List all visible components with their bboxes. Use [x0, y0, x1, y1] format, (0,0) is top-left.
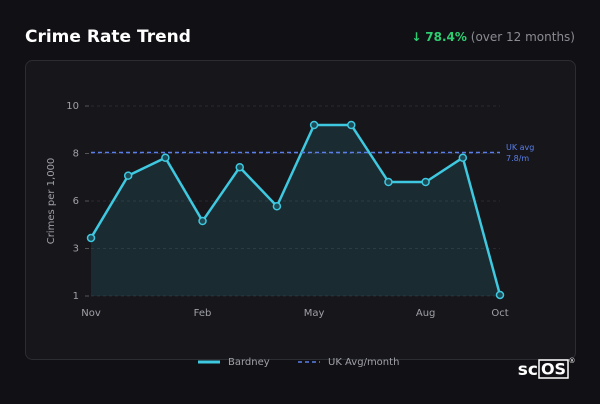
legend-label: Bardney — [228, 357, 270, 368]
point — [235, 162, 244, 172]
y-tick-label: 10 — [66, 101, 79, 112]
x-tick-label: Oct — [491, 308, 508, 319]
change-note: (over 12 months) — [471, 30, 575, 44]
legend-label: UK Avg/month — [328, 357, 399, 368]
y-tick-label: 1 — [73, 291, 79, 302]
y-tick-label: 6 — [73, 196, 79, 207]
point — [384, 177, 393, 187]
x-tick-label: Nov — [81, 308, 101, 319]
point — [198, 216, 207, 226]
y-tick-label: 8 — [73, 149, 79, 160]
point — [86, 233, 96, 243]
watermark-boxed: OS — [541, 360, 566, 379]
point — [347, 120, 356, 130]
y-axis-label: Crimes per 1,000 — [46, 158, 57, 245]
plot: 1 3 6 8 10 Nov Feb May Aug Oct UK avg 7.8/m Bardney U… — [66, 101, 534, 368]
chart-title: Crime Rate Trend — [25, 27, 191, 47]
point — [161, 153, 170, 162]
line — [89, 123, 502, 296]
point — [272, 202, 282, 211]
card — [25, 60, 576, 360]
change-value: 78.4% — [425, 30, 467, 44]
point — [309, 120, 319, 130]
x-tick-label: Aug — [416, 308, 436, 319]
point — [495, 290, 505, 300]
change-arrow: ↓ — [411, 30, 421, 44]
watermark-mark: ® — [569, 357, 576, 365]
point — [123, 171, 133, 180]
change-summary: ↓ 78.4% (over 12 months) — [411, 30, 575, 44]
watermark: sc — [518, 360, 538, 380]
reference-label: UK avg — [506, 143, 534, 152]
point — [421, 177, 430, 187]
point — [458, 153, 468, 162]
area — [91, 125, 500, 296]
x-tick-label: May — [304, 308, 325, 319]
x-tick-label: Feb — [194, 308, 212, 319]
reference-label: 7.8/m — [506, 154, 529, 163]
y-tick-label: 3 — [73, 244, 79, 255]
watermark-box — [538, 359, 569, 379]
